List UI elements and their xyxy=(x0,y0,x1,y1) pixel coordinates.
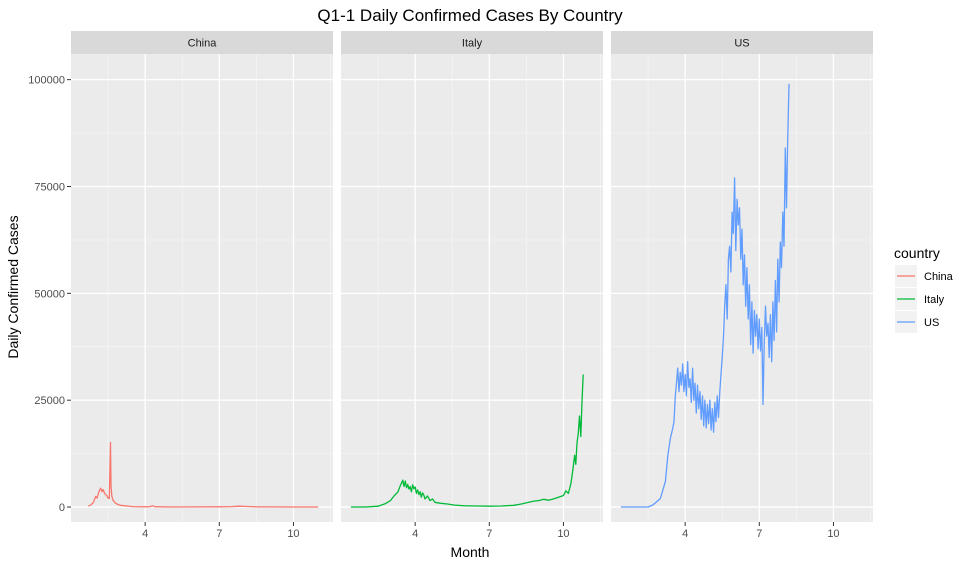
x-tick-label: 10 xyxy=(287,528,299,540)
y-tick-label: 0 xyxy=(59,502,65,514)
legend-item-us: US xyxy=(895,311,939,333)
x-tick-label: 4 xyxy=(682,528,688,540)
facet-strip-label: China xyxy=(188,38,218,50)
legend-item-italy: Italy xyxy=(895,288,945,310)
series-line-italy xyxy=(350,374,584,508)
series-line-china xyxy=(88,441,319,508)
panel-background xyxy=(611,54,873,522)
legend-item-china: China xyxy=(895,265,954,287)
x-tick-label: 10 xyxy=(827,528,839,540)
series-line-us xyxy=(620,83,790,508)
panel-background xyxy=(341,54,603,522)
facet-strip xyxy=(341,31,603,54)
facet-us: US 4 7 10 xyxy=(611,31,873,540)
y-tick-label: 75000 xyxy=(34,181,65,193)
x-tick-label: 4 xyxy=(142,528,148,540)
legend: country China Italy US xyxy=(894,245,954,333)
y-tick-label: 25000 xyxy=(34,395,65,407)
x-tick-label: 4 xyxy=(412,528,418,540)
panel-background xyxy=(71,54,333,522)
x-axis-title: Month xyxy=(451,544,490,560)
facet-panels: China 4 7 10 Italy 4 7 10 US 4 7 10 xyxy=(71,31,873,540)
legend-label: China xyxy=(924,271,954,283)
legend-label: US xyxy=(924,317,939,329)
y-tick-label: 50000 xyxy=(34,288,65,300)
y-axis-title: Daily Confirmed Cases xyxy=(5,215,21,358)
x-tick-label: 7 xyxy=(216,528,222,540)
legend-label: Italy xyxy=(924,294,945,306)
facet-italy: Italy 4 7 10 xyxy=(341,31,603,540)
facet-strip xyxy=(71,31,333,54)
facet-strip xyxy=(611,31,873,54)
x-tick-label: 7 xyxy=(756,528,762,540)
legend-title: country xyxy=(894,245,940,261)
x-tick-label: 7 xyxy=(486,528,492,540)
facet-strip-label: Italy xyxy=(462,38,483,50)
facet-strip-label: US xyxy=(734,38,749,50)
facet-china: China 4 7 10 xyxy=(71,31,333,540)
y-axis: 0 25000 50000 75000 100000 xyxy=(28,75,71,514)
chart-title: Q1-1 Daily Confirmed Cases By Country xyxy=(317,6,623,25)
y-tick-label: 100000 xyxy=(28,75,65,87)
x-tick-label: 10 xyxy=(557,528,569,540)
